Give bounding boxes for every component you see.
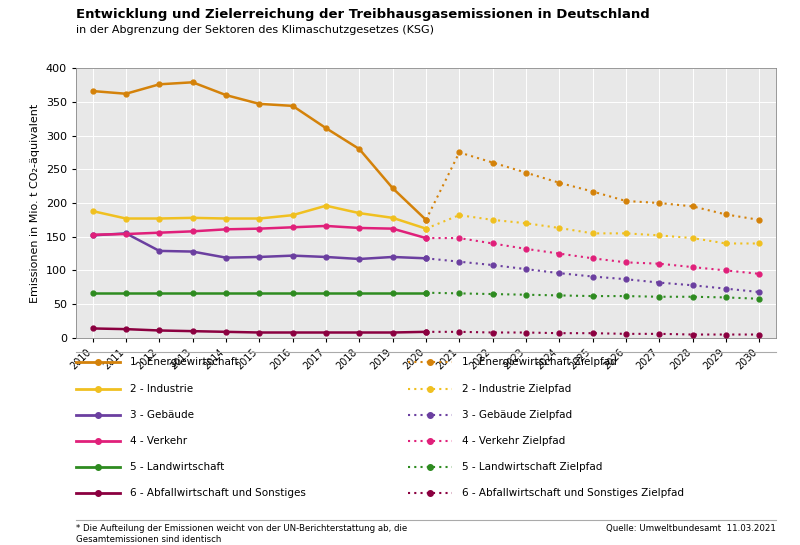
Text: 1 - Energiewirtschaft: 1 - Energiewirtschaft: [130, 358, 238, 367]
Text: 2 - Industrie Zielpfad: 2 - Industrie Zielpfad: [462, 384, 571, 393]
Text: Entwicklung und Zielerreichung der Treibhausgasemissionen in Deutschland: Entwicklung und Zielerreichung der Treib…: [76, 8, 650, 21]
Text: 3 - Gebäude Zielpfad: 3 - Gebäude Zielpfad: [462, 410, 572, 420]
Text: 4 - Verkehr Zielpfad: 4 - Verkehr Zielpfad: [462, 436, 565, 446]
Text: * Die Aufteilung der Emissionen weicht von der UN-Berichterstattung ab, die
Gesa: * Die Aufteilung der Emissionen weicht v…: [76, 524, 407, 544]
Text: 2 - Industrie: 2 - Industrie: [130, 384, 193, 393]
Text: in der Abgrenzung der Sektoren des Klimaschutzgesetzes (KSG): in der Abgrenzung der Sektoren des Klima…: [76, 25, 434, 34]
Text: 5 - Landwirtschaft: 5 - Landwirtschaft: [130, 462, 224, 472]
Text: 1 - Energiewirtschaft Zielpfad: 1 - Energiewirtschaft Zielpfad: [462, 358, 616, 367]
Text: 3 - Gebäude: 3 - Gebäude: [130, 410, 194, 420]
Y-axis label: Emissionen in Mio. t CO₂-äquivalent: Emissionen in Mio. t CO₂-äquivalent: [30, 104, 40, 302]
Text: 6 - Abfallwirtschaft und Sonstiges: 6 - Abfallwirtschaft und Sonstiges: [130, 488, 306, 498]
Text: 4 - Verkehr: 4 - Verkehr: [130, 436, 186, 446]
Text: 5 - Landwirtschaft Zielpfad: 5 - Landwirtschaft Zielpfad: [462, 462, 602, 472]
Text: 6 - Abfallwirtschaft und Sonstiges Zielpfad: 6 - Abfallwirtschaft und Sonstiges Zielp…: [462, 488, 684, 498]
Text: Quelle: Umweltbundesamt  11.03.2021: Quelle: Umweltbundesamt 11.03.2021: [606, 524, 776, 534]
